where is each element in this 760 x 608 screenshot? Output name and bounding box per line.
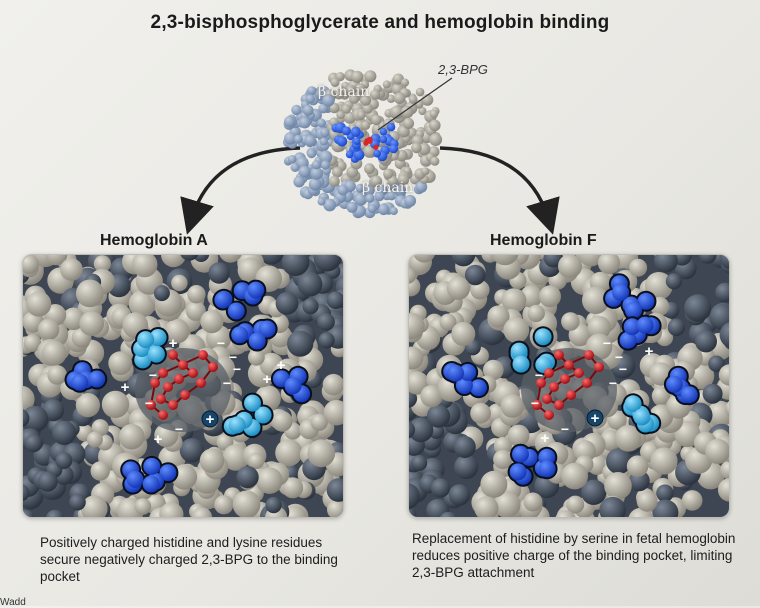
- svg-text:−: −: [619, 361, 627, 377]
- page-title: 2,3-bisphosphoglycerate and hemoglobin b…: [150, 12, 610, 33]
- svg-text:−: −: [233, 361, 241, 377]
- svg-text:−: −: [609, 375, 617, 391]
- bpg-label: 2,3-BPG: [438, 62, 488, 77]
- caption-hemoglobin-a: Positively charged histidine and lysine …: [40, 535, 338, 584]
- svg-text:−: −: [175, 421, 183, 437]
- caption-hemoglobin-f: Replacement of histidine by serine in fe…: [412, 531, 736, 580]
- beta-chain-label-top: β chain: [318, 84, 370, 100]
- binding-pocket-f: +++−−−−−−−: [409, 255, 729, 517]
- beta-chain-label-bottom: β chain: [362, 180, 414, 196]
- svg-text:−: −: [535, 367, 543, 383]
- svg-text:−: −: [531, 395, 539, 411]
- heading-hemoglobin-f: Hemoglobin F: [490, 232, 597, 249]
- panel-hemoglobin-f: + + + − − − − − − −: [408, 254, 730, 518]
- svg-text:−: −: [603, 335, 611, 351]
- hemoglobin-molecule: [282, 69, 443, 219]
- heading-hemoglobin-a: Hemoglobin A: [100, 232, 208, 249]
- svg-text:−: −: [223, 375, 231, 391]
- svg-text:−: −: [561, 421, 569, 437]
- binding-pocket-a: +++ +++−−−−−−−: [23, 255, 343, 517]
- svg-text:+: +: [645, 343, 654, 360]
- svg-text:−: −: [149, 367, 157, 383]
- svg-text:+: +: [206, 411, 215, 428]
- svg-text:+: +: [154, 431, 163, 448]
- svg-text:+: +: [277, 357, 286, 374]
- svg-text:−: −: [615, 349, 623, 365]
- footer-text: Wadd: [0, 597, 26, 608]
- svg-text:+: +: [263, 371, 272, 388]
- svg-text:+: +: [591, 410, 600, 427]
- panel-hemoglobin-a: + + + + + + − − − − − − −: [22, 254, 344, 518]
- svg-text:+: +: [121, 379, 130, 396]
- svg-text:−: −: [229, 349, 237, 365]
- svg-text:−: −: [217, 335, 225, 351]
- svg-text:−: −: [145, 395, 153, 411]
- svg-text:+: +: [169, 335, 178, 352]
- svg-text:+: +: [541, 430, 550, 447]
